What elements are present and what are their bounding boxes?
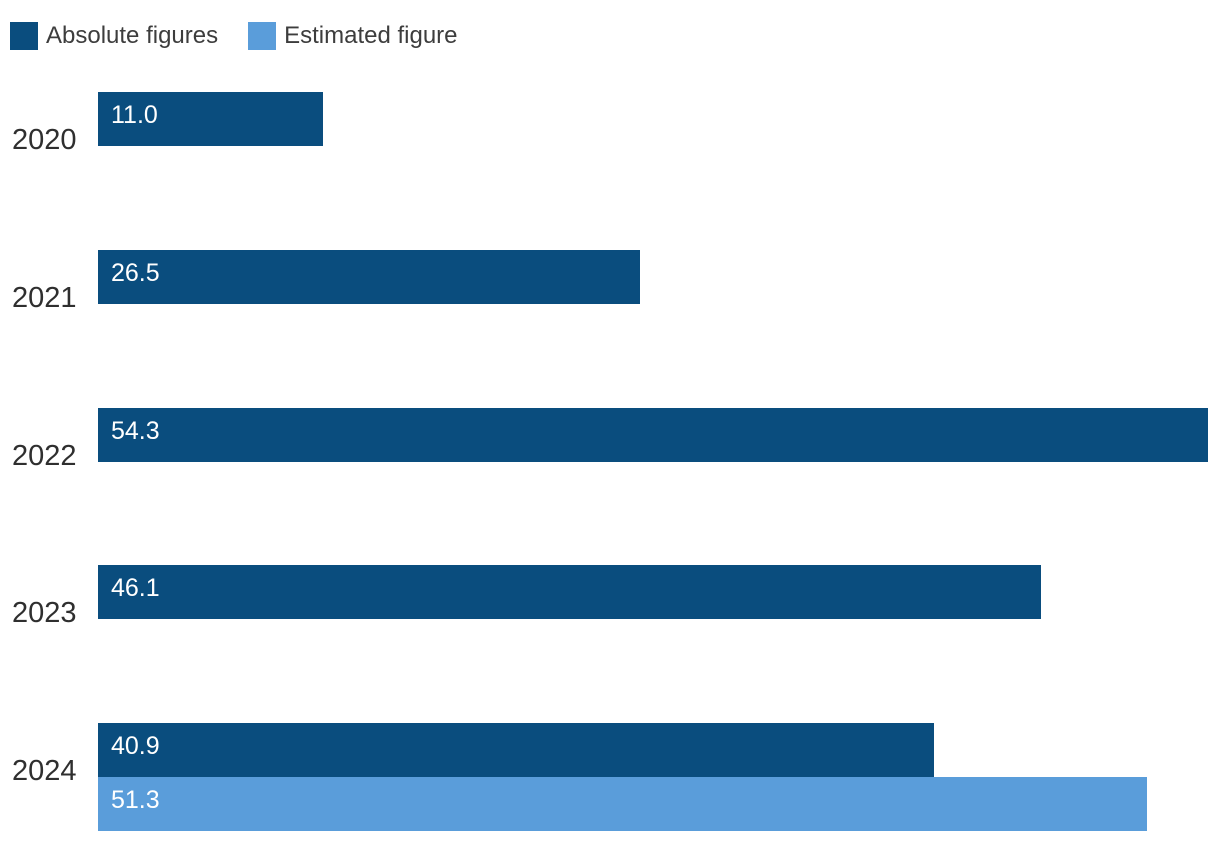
- legend: Absolute figures Estimated figure: [10, 22, 458, 50]
- legend-swatch-estimated-figure-icon: [248, 22, 277, 50]
- legend-swatch-absolute-figures-icon: [10, 22, 38, 50]
- legend-item-absolute-figures: Absolute figures: [10, 22, 218, 50]
- bar-absolute-figures-2020: 11.0: [98, 92, 323, 146]
- category-label-2024: 2024: [12, 755, 77, 787]
- bar-absolute-figures-2023: 46.1: [98, 565, 1041, 619]
- bar-absolute-figures-2021: 26.5: [98, 250, 640, 304]
- category-label-2023: 2023: [12, 597, 77, 629]
- bar-estimated-figure-2024: 51.3: [98, 777, 1147, 831]
- legend-label-estimated-figure: Estimated figure: [284, 22, 458, 49]
- legend-label-absolute-figures: Absolute figures: [46, 22, 219, 49]
- bar-value-label: 54.3: [111, 417, 160, 445]
- legend-item-estimated-figure: Estimated figure: [248, 22, 458, 50]
- bar-value-label: 26.5: [111, 259, 160, 287]
- bar-absolute-figures-2022: 54.3: [98, 408, 1208, 462]
- bar-value-label: 11.0: [111, 101, 158, 129]
- category-label-2020: 2020: [12, 124, 77, 156]
- category-label-2022: 2022: [12, 440, 77, 472]
- bar-absolute-figures-2024: 40.9: [98, 723, 934, 777]
- bar-value-label: 51.3: [111, 786, 160, 814]
- bar-value-label: 40.9: [111, 732, 160, 760]
- category-label-2021: 2021: [12, 282, 77, 314]
- bar-value-label: 46.1: [111, 574, 160, 602]
